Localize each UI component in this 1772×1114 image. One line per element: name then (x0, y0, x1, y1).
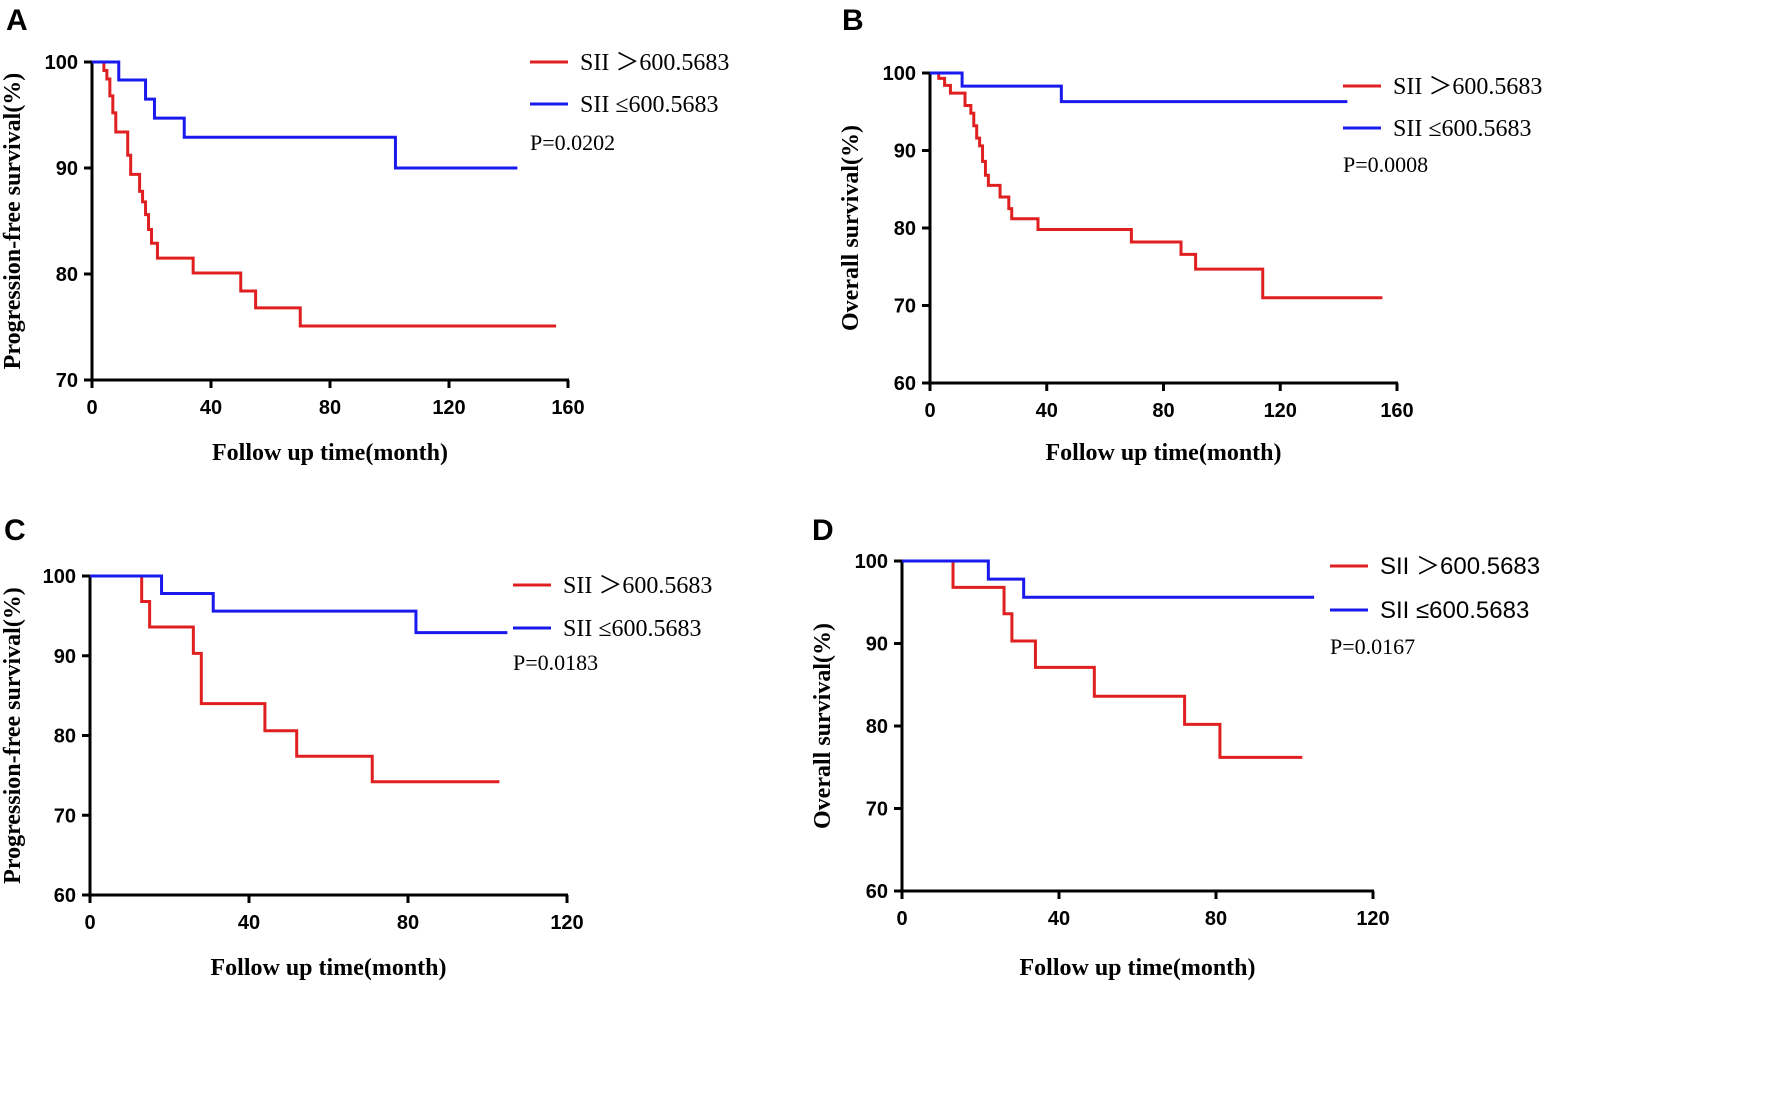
x-tick-label: 40 (238, 912, 260, 934)
y-tick-label: 100 (883, 63, 916, 85)
y-tick-label: 70 (894, 296, 916, 318)
panel-a: A 70 80 90 100 0 40 80 120 160 Follow up time(mont… (0, 4, 729, 466)
y-tick-label: 70 (866, 799, 888, 821)
x-tick-label: 40 (200, 397, 222, 419)
legend-label-high-sii: SII ＞600.5683 (1393, 74, 1542, 100)
p-value-label: P=0.0008 (1343, 152, 1428, 177)
y-tick-label: 60 (54, 885, 76, 907)
x-tick-label: 40 (1036, 400, 1058, 422)
x-tick-label: 0 (84, 912, 95, 934)
y-tick-label: 70 (54, 805, 76, 827)
y-tick-label: 80 (866, 716, 888, 738)
km-curve-high-sii (930, 71, 1383, 300)
y-tick-label: 90 (56, 158, 78, 180)
panel-letter-a: A (6, 4, 28, 37)
y-tick-label: 80 (56, 264, 78, 286)
y-tick-label: 100 (855, 551, 888, 573)
y-tick-label: 90 (894, 141, 916, 163)
panel-letter-d: D (812, 514, 834, 547)
y-tick-label: 80 (54, 726, 76, 748)
km-curve-low-sii (902, 559, 1315, 599)
x-tick-label: 160 (1380, 400, 1413, 422)
p-value-label: P=0.0202 (530, 130, 615, 155)
y-axis-title: Progression-free survival(%) (0, 587, 26, 884)
km-curve-high-sii (90, 574, 500, 784)
x-tick-label: 0 (896, 908, 907, 930)
km-curve-high-sii (92, 60, 557, 328)
legend-label-low-sii: SII ≤600.5683 (580, 92, 719, 118)
x-tick-label: 0 (86, 397, 97, 419)
panel-letter-c: C (4, 514, 26, 547)
legend-label-high-sii: SII ＞600.5683 (1380, 553, 1540, 580)
y-tick-label: 100 (43, 566, 76, 588)
p-value-label: P=0.0167 (1330, 634, 1415, 659)
panel-letter-b: B (842, 4, 864, 37)
x-tick-label: 80 (1205, 908, 1227, 930)
x-tick-label: 80 (319, 397, 341, 419)
y-tick-label: 90 (866, 634, 888, 656)
p-value-label: P=0.0183 (513, 650, 598, 675)
legend-label-low-sii: SII ≤600.5683 (563, 616, 702, 642)
y-tick-label: 80 (894, 218, 916, 240)
x-tick-label: 120 (550, 912, 583, 934)
x-tick-label: 120 (432, 397, 465, 419)
y-tick-label: 60 (866, 881, 888, 903)
legend-label-high-sii: SII ＞600.5683 (563, 573, 712, 599)
legend-label-low-sii: SII ≤600.5683 (1380, 597, 1529, 624)
x-tick-label: 80 (1152, 400, 1174, 422)
y-axis-title: Progression-free survival(%) (0, 73, 26, 370)
x-axis-title: Follow up time(month) (1020, 955, 1256, 981)
x-tick-label: 80 (397, 912, 419, 934)
y-tick-label: 90 (54, 646, 76, 668)
km-curve-low-sii (92, 60, 518, 170)
x-tick-label: 0 (924, 400, 935, 422)
panel-d: D 60 70 80 90 100 0 40 80 120 Follow up time(month… (810, 514, 1540, 981)
x-tick-label: 160 (551, 397, 584, 419)
km-curve-low-sii (90, 574, 508, 635)
legend-label-high-sii: SII ＞600.5683 (580, 50, 729, 76)
y-axis-title: Overall survival(%) (838, 125, 864, 331)
x-axis-title: Follow up time(month) (1046, 440, 1282, 466)
x-axis-title: Follow up time(month) (212, 440, 448, 466)
x-tick-label: 120 (1264, 400, 1297, 422)
y-tick-label: 70 (56, 370, 78, 392)
km-curve-high-sii (902, 559, 1303, 759)
y-tick-label: 100 (45, 52, 78, 74)
y-axis-title: Overall survival(%) (810, 623, 836, 829)
legend-label-low-sii: SII ≤600.5683 (1393, 116, 1532, 142)
km-curve-low-sii (930, 71, 1348, 104)
y-tick-label: 60 (894, 373, 916, 395)
x-axis-title: Follow up time(month) (211, 955, 447, 981)
panel-c: C 60 70 80 90 100 0 40 80 120 Follow up time(month… (0, 514, 712, 981)
x-tick-label: 40 (1048, 908, 1070, 930)
x-tick-label: 120 (1356, 908, 1389, 930)
panel-b: B 60 70 80 90 100 0 40 80 120 160 Follow up time(mo… (838, 4, 1542, 466)
